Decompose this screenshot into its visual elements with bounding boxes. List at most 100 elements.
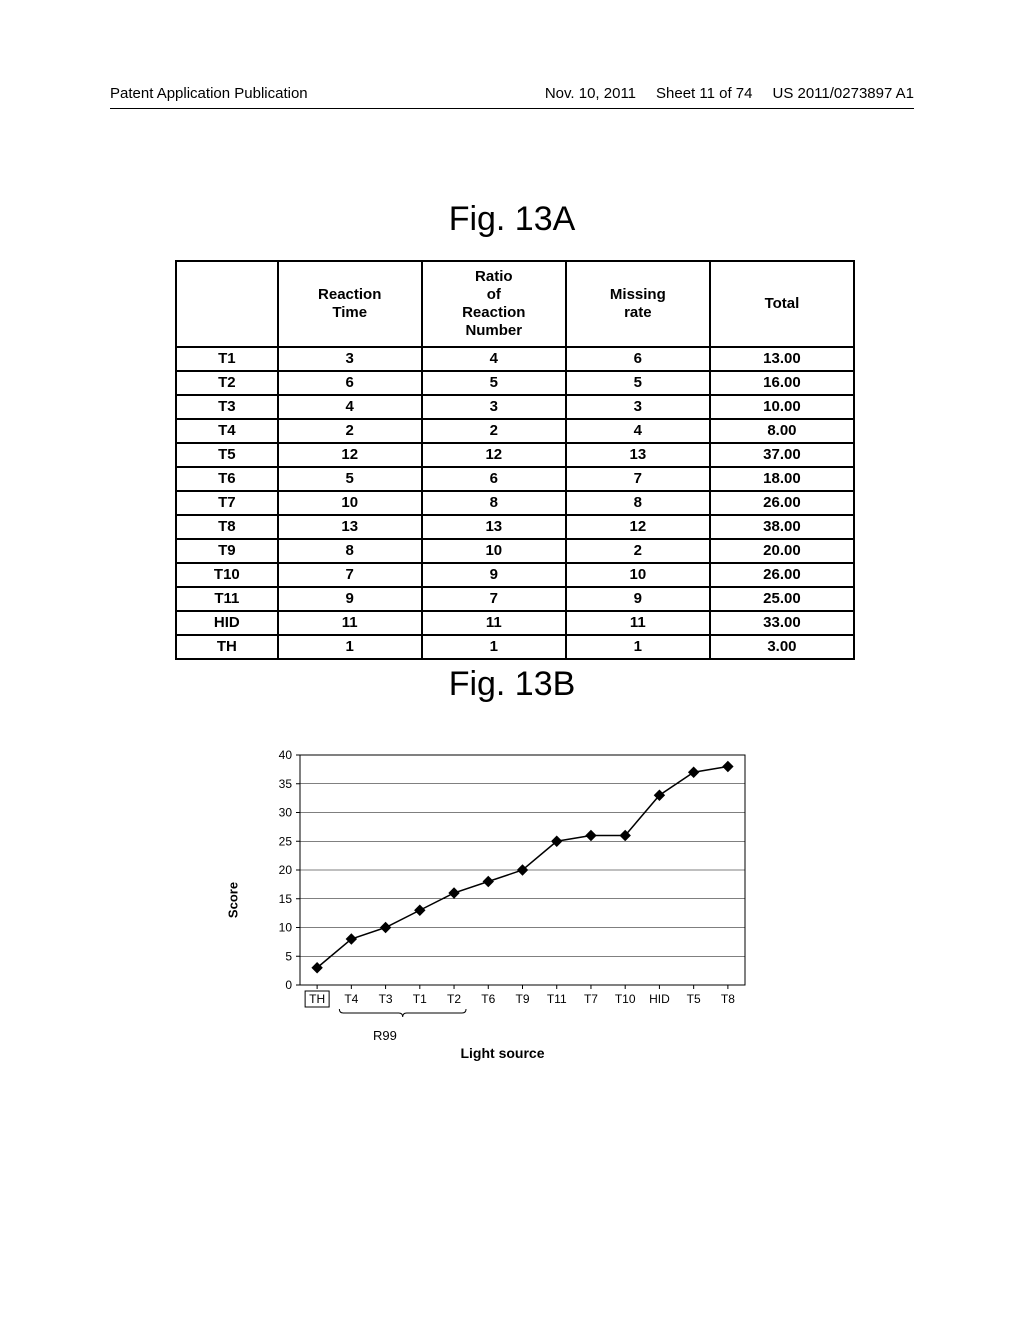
svg-text:T4: T4 <box>344 992 358 1006</box>
table-cell: 9 <box>566 587 710 611</box>
table-cell: 5 <box>566 371 710 395</box>
svg-text:15: 15 <box>279 892 293 906</box>
table-row: T134613.00 <box>176 347 854 371</box>
table-row: T512121337.00 <box>176 443 854 467</box>
table-cell: 20.00 <box>710 539 854 563</box>
table-cell: 1 <box>422 635 566 659</box>
svg-text:T3: T3 <box>379 992 393 1006</box>
header-date: Nov. 10, 2011 <box>545 85 636 102</box>
table-cell: T10 <box>176 563 278 587</box>
table-cell: 8 <box>566 491 710 515</box>
table-cell: T8 <box>176 515 278 539</box>
svg-text:0: 0 <box>285 978 292 992</box>
table-cell: 18.00 <box>710 467 854 491</box>
svg-text:T6: T6 <box>481 992 495 1006</box>
table-row: T9810220.00 <box>176 539 854 563</box>
header-sheet: Sheet 11 of 74 <box>656 85 752 102</box>
table-cell: 2 <box>422 419 566 443</box>
y-axis-label: Score <box>226 882 241 918</box>
svg-text:HID: HID <box>649 992 670 1006</box>
page-header: Patent Application Publication Nov. 10, … <box>110 85 914 102</box>
table-cell: 13 <box>566 443 710 467</box>
table-cell: 5 <box>422 371 566 395</box>
svg-text:T10: T10 <box>615 992 636 1006</box>
svg-text:30: 30 <box>279 806 293 820</box>
table-cell: 38.00 <box>710 515 854 539</box>
table-cell: 13 <box>422 515 566 539</box>
svg-text:10: 10 <box>279 921 293 935</box>
table-cell: 16.00 <box>710 371 854 395</box>
table-cell: 13 <box>278 515 422 539</box>
table-cell: 2 <box>566 539 710 563</box>
table-cell: 5 <box>278 467 422 491</box>
table-cell: T5 <box>176 443 278 467</box>
table-cell: 6 <box>422 467 566 491</box>
table-cell: T2 <box>176 371 278 395</box>
table-cell: 7 <box>278 563 422 587</box>
table-header-cell: ReactionTime <box>278 261 422 347</box>
table-cell: 12 <box>566 515 710 539</box>
header-right: Nov. 10, 2011 Sheet 11 of 74 US 2011/027… <box>545 85 914 102</box>
svg-text:T7: T7 <box>584 992 598 1006</box>
table-cell: T1 <box>176 347 278 371</box>
table-cell: 3 <box>422 395 566 419</box>
header-pubnum: US 2011/0273897 A1 <box>772 85 914 102</box>
svg-text:40: 40 <box>279 748 293 762</box>
table-cell: 3 <box>566 395 710 419</box>
svg-text:T5: T5 <box>687 992 701 1006</box>
table-row: T10791026.00 <box>176 563 854 587</box>
data-table: ReactionTimeRatioofReactionNumberMissing… <box>175 260 855 660</box>
r99-label: R99 <box>373 1028 397 1043</box>
svg-text:T11: T11 <box>547 992 567 1006</box>
table-cell: 4 <box>278 395 422 419</box>
table-row: T265516.00 <box>176 371 854 395</box>
table-row: T656718.00 <box>176 467 854 491</box>
table-cell: 3 <box>278 347 422 371</box>
table-header-cell <box>176 261 278 347</box>
table-cell: 11 <box>566 611 710 635</box>
table-cell: 9 <box>422 563 566 587</box>
figure-label-b: Fig. 13B <box>0 665 1024 704</box>
table-cell: 25.00 <box>710 587 854 611</box>
table-row: HID11111133.00 <box>176 611 854 635</box>
line-chart: 0510152025303540THT4T3T1T2T6T9T11T7T10HI… <box>245 745 760 1055</box>
table-cell: 10 <box>566 563 710 587</box>
table-cell: 26.00 <box>710 491 854 515</box>
table-cell: 37.00 <box>710 443 854 467</box>
table-cell: 9 <box>278 587 422 611</box>
table-row: TH1113.00 <box>176 635 854 659</box>
table-cell: 11 <box>422 611 566 635</box>
table-cell: 8 <box>422 491 566 515</box>
table-cell: TH <box>176 635 278 659</box>
table-container: ReactionTimeRatioofReactionNumberMissing… <box>175 260 855 660</box>
table-cell: T11 <box>176 587 278 611</box>
table-cell: 13.00 <box>710 347 854 371</box>
table-cell: 10.00 <box>710 395 854 419</box>
table-row: T42248.00 <box>176 419 854 443</box>
header-divider <box>110 108 914 109</box>
table-cell: 6 <box>566 347 710 371</box>
svg-text:25: 25 <box>279 834 293 848</box>
table-cell: 1 <box>566 635 710 659</box>
svg-text:T8: T8 <box>721 992 735 1006</box>
table-row: T813131238.00 <box>176 515 854 539</box>
svg-text:T2: T2 <box>447 992 461 1006</box>
table-row: T7108826.00 <box>176 491 854 515</box>
table-cell: 7 <box>566 467 710 491</box>
table-cell: 12 <box>278 443 422 467</box>
table-cell: 10 <box>278 491 422 515</box>
table-header-cell: Total <box>710 261 854 347</box>
table-header-cell: Missingrate <box>566 261 710 347</box>
table-cell: HID <box>176 611 278 635</box>
table-cell: 10 <box>422 539 566 563</box>
table-cell: 33.00 <box>710 611 854 635</box>
table-cell: 6 <box>278 371 422 395</box>
table-cell: T9 <box>176 539 278 563</box>
table-cell: T4 <box>176 419 278 443</box>
table-cell: 8 <box>278 539 422 563</box>
table-cell: 8.00 <box>710 419 854 443</box>
table-cell: T7 <box>176 491 278 515</box>
svg-text:T9: T9 <box>515 992 529 1006</box>
table-header-row: ReactionTimeRatioofReactionNumberMissing… <box>176 261 854 347</box>
x-axis-label: Light source <box>460 1045 544 1061</box>
